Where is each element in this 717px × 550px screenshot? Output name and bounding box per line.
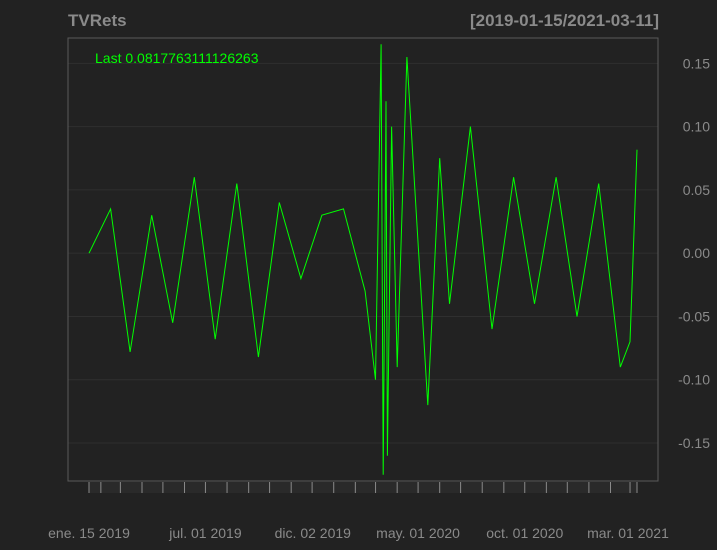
x-tick-label: dic. 02 2019: [275, 525, 351, 541]
y-tick-label: 0.05: [683, 182, 710, 198]
y-tick-label: 0.00: [683, 245, 710, 261]
series-line: [88, 44, 638, 475]
x-tick-label: jul. 01 2019: [168, 525, 242, 541]
y-tick-label: 0.15: [683, 55, 710, 71]
y-tick-label: -0.05: [678, 308, 710, 324]
x-axis-band: [89, 482, 637, 493]
last-value-label: Last 0.0817763111126263: [95, 50, 259, 66]
x-tick-label: ene. 15 2019: [48, 525, 130, 541]
plot-frame: [67, 37, 659, 482]
date-range-label: [2019-01-15/2021-03-11]: [470, 11, 659, 30]
y-tick-label: -0.15: [678, 435, 710, 451]
y-tick-label: -0.10: [678, 372, 710, 388]
x-axis: ene. 15 2019 jul. 01 2019 dic. 02 2019 may.…: [48, 482, 669, 541]
chart-title: TVRets: [68, 11, 127, 30]
x-tick-label: may. 01 2020: [376, 525, 460, 541]
y-axis-ticks: 0.15 0.10 0.05 0.00 -0.05 -0.10 -0.15: [678, 55, 710, 451]
grid-lines: [68, 62, 658, 444]
x-tick-label: oct. 01 2020: [486, 525, 563, 541]
x-tick-label: mar. 01 2021: [587, 525, 669, 541]
y-tick-label: 0.10: [683, 119, 710, 135]
